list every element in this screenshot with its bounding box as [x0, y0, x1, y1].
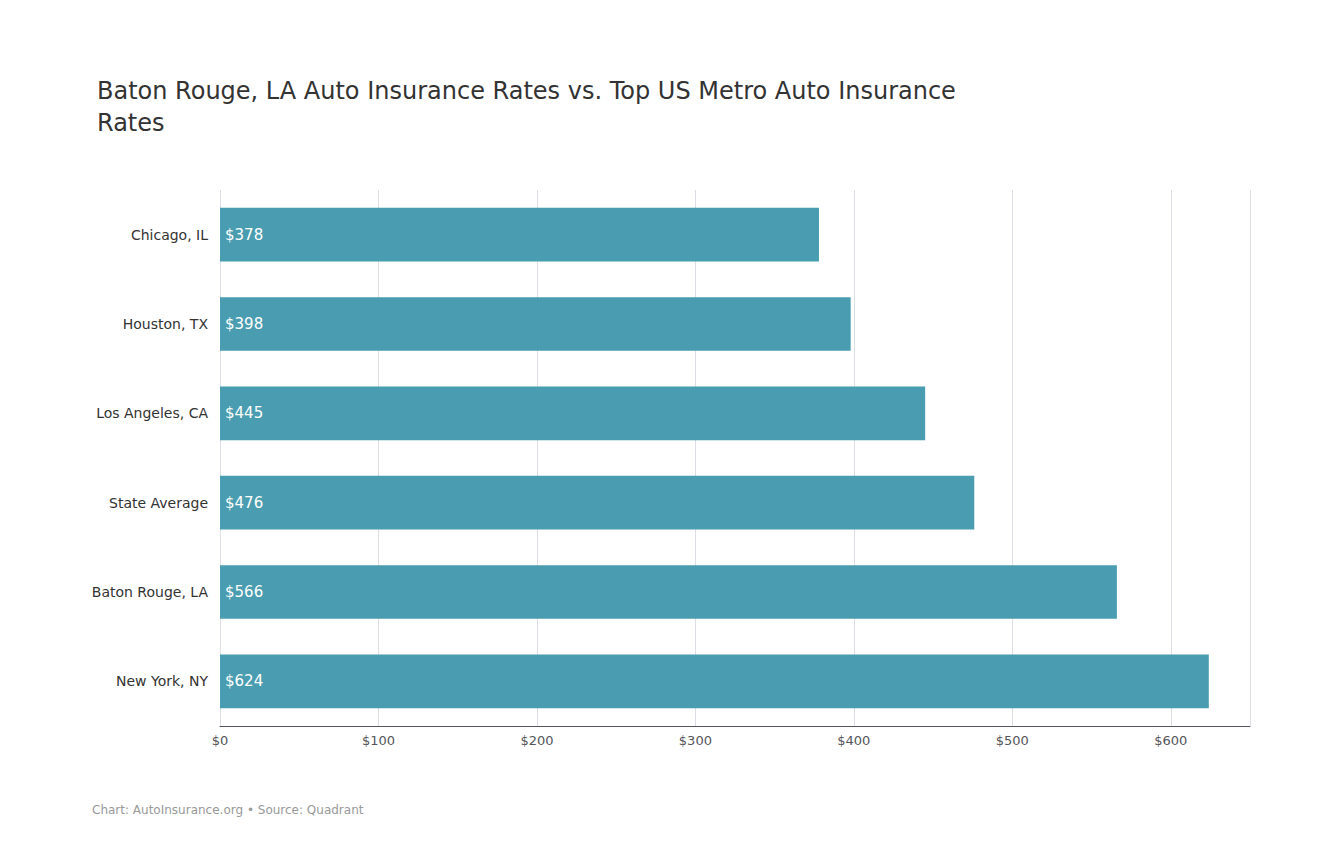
svg-text:$476: $476: [225, 494, 263, 512]
svg-text:New York, NY: New York, NY: [116, 673, 208, 689]
svg-text:$100: $100: [362, 733, 395, 748]
svg-text:$600: $600: [1154, 733, 1187, 748]
svg-text:$300: $300: [679, 733, 712, 748]
svg-text:Chicago, IL: Chicago, IL: [131, 227, 208, 243]
svg-text:$200: $200: [520, 733, 553, 748]
svg-text:Los Angeles, CA: Los Angeles, CA: [96, 405, 208, 421]
svg-text:$500: $500: [996, 733, 1029, 748]
svg-text:$400: $400: [837, 733, 870, 748]
svg-text:$445: $445: [225, 404, 263, 422]
svg-text:$566: $566: [225, 583, 263, 601]
svg-text:Baton Rouge, LA Auto Insurance: Baton Rouge, LA Auto Insurance Rates vs.…: [97, 77, 956, 105]
svg-text:$624: $624: [225, 672, 263, 690]
svg-text:Rates: Rates: [97, 109, 165, 137]
svg-text:$0: $0: [212, 733, 229, 748]
svg-text:$398: $398: [225, 315, 263, 333]
svg-text:Chart: AutoInsurance.org • Sou: Chart: AutoInsurance.org • Source: Quadr…: [92, 803, 364, 817]
svg-text:Houston, TX: Houston, TX: [123, 316, 209, 332]
svg-text:State Average: State Average: [109, 495, 208, 511]
svg-text:Baton Rouge, LA: Baton Rouge, LA: [92, 584, 209, 600]
svg-text:$378: $378: [225, 226, 263, 244]
